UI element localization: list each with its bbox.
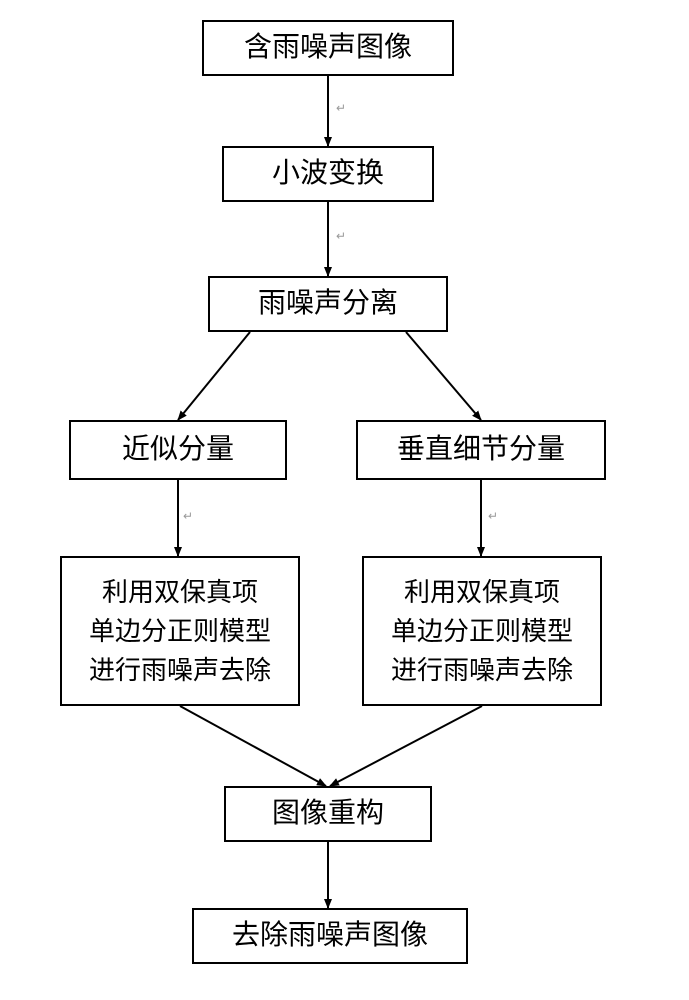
node-vertical-detail-component: 垂直细节分量 (356, 420, 606, 480)
node-label: 图像重构 (272, 793, 384, 835)
paragraph-mark-icon: ↵ (336, 229, 346, 243)
node-label: 利用双保真项 单边分正则模型 进行雨噪声去除 (89, 573, 271, 690)
node-label: 垂直细节分量 (397, 429, 565, 471)
paragraph-mark-icon: ↵ (488, 509, 498, 523)
edge-n7-n8 (330, 706, 482, 786)
node-label: 含雨噪声图像 (244, 27, 412, 69)
node-denoise-right: 利用双保真项 单边分正则模型 进行雨噪声去除 (362, 556, 602, 706)
node-wavelet-transform: 小波变换 (222, 146, 434, 202)
edge-n3-n4 (178, 332, 250, 420)
node-rain-noise-separation: 雨噪声分离 (208, 276, 448, 332)
node-label: 雨噪声分离 (258, 283, 398, 325)
node-label: 去除雨噪声图像 (232, 915, 428, 957)
paragraph-mark-icon: ↵ (183, 509, 193, 523)
node-denoise-left: 利用双保真项 单边分正则模型 进行雨噪声去除 (60, 556, 300, 706)
paragraph-mark-icon: ↵ (336, 101, 346, 115)
edge-n6-n8 (180, 706, 326, 786)
node-label: 近似分量 (122, 429, 234, 471)
node-output-image: 去除雨噪声图像 (192, 908, 468, 964)
node-label: 小波变换 (272, 153, 384, 195)
node-image-reconstruction: 图像重构 (224, 786, 432, 842)
node-approx-component: 近似分量 (69, 420, 287, 480)
node-label: 利用双保真项 单边分正则模型 进行雨噪声去除 (391, 573, 573, 690)
node-input-image: 含雨噪声图像 (202, 20, 454, 76)
edge-n3-n5 (406, 332, 481, 420)
